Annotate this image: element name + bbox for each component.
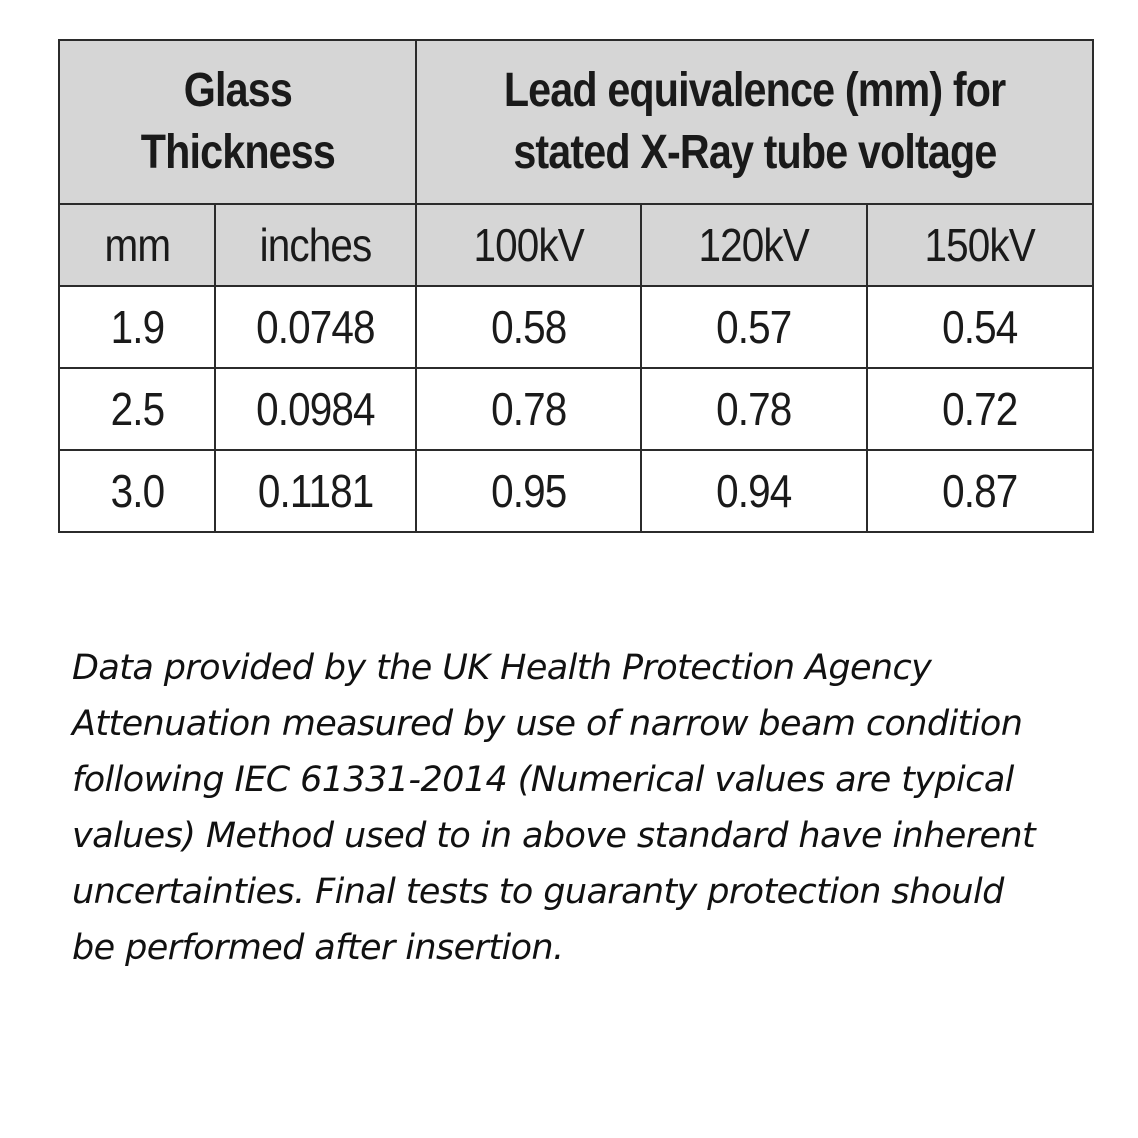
- table-cell-100kv: 0.78: [415, 367, 642, 451]
- source-note: Data provided by the UK Health Protectio…: [72, 640, 1082, 976]
- cell-value: 0.95: [490, 465, 567, 517]
- cell-value: 1.9: [110, 301, 165, 353]
- column-header-label: 150kV: [924, 219, 1036, 271]
- lead-equivalence-header-line1: Lead equivalence (mm) for: [503, 64, 1006, 117]
- column-header-label: 120kV: [698, 219, 810, 271]
- lead-equivalence-table: Glass Thickness Lead equivalence (mm) fo…: [58, 39, 1095, 533]
- lead-equivalence-header-line2: stated X-Ray tube voltage: [512, 126, 997, 179]
- column-header-row: mm inches 100kV 120kV 150kV: [58, 203, 1095, 287]
- note-line: be performed after insertion.: [72, 928, 564, 968]
- table-cell-inches: 0.0984: [214, 367, 417, 451]
- table-cell-120kv: 0.57: [640, 285, 868, 369]
- note-line: Data provided by the UK Health Protectio…: [72, 648, 932, 688]
- cell-value: 0.0984: [256, 383, 375, 435]
- table-cell-120kv: 0.78: [640, 367, 868, 451]
- table-cell-mm: 2.5: [58, 367, 216, 451]
- glass-thickness-header: Glass Thickness: [58, 39, 417, 205]
- column-header-100kv: 100kV: [415, 203, 642, 287]
- note-line: Attenuation measured by use of narrow be…: [72, 704, 1023, 744]
- cell-value: 0.72: [942, 383, 1018, 435]
- lead-equivalence-header: Lead equivalence (mm) for stated X-Ray t…: [414, 39, 1095, 205]
- table-cell-150kv: 0.72: [865, 367, 1095, 451]
- cell-value: 0.94: [716, 465, 792, 517]
- table-cell-inches: 0.1181: [214, 449, 417, 533]
- column-header-150kv: 150kV: [865, 203, 1095, 287]
- column-header-mm: mm: [58, 203, 216, 287]
- cell-value: 0.57: [716, 301, 792, 353]
- column-header-label: inches: [259, 219, 373, 271]
- cell-value: 0.78: [716, 383, 792, 435]
- group-header-row: Glass Thickness Lead equivalence (mm) fo…: [58, 39, 1095, 205]
- table-cell-inches: 0.0748: [214, 285, 417, 369]
- table-row: 2.5 0.0984 0.78 0.78 0.72: [58, 367, 1095, 451]
- cell-value: 0.54: [942, 301, 1018, 353]
- glass-thickness-header-line1: Glass: [183, 64, 292, 117]
- column-header-label: mm: [104, 219, 171, 271]
- table-cell-mm: 3.0: [58, 449, 216, 533]
- cell-value: 0.58: [490, 301, 567, 353]
- table-cell-100kv: 0.58: [415, 285, 642, 369]
- column-header-120kv: 120kV: [640, 203, 868, 287]
- note-line: uncertainties. Final tests to guaranty p…: [72, 872, 1004, 912]
- cell-value: 0.1181: [257, 465, 374, 517]
- cell-value: 0.78: [490, 383, 567, 435]
- cell-value: 0.0748: [256, 301, 375, 353]
- table-row: 3.0 0.1181 0.95 0.94 0.87: [58, 449, 1095, 533]
- column-header-inches: inches: [214, 203, 417, 287]
- cell-value: 2.5: [110, 383, 165, 435]
- note-line: values) Method used to in above standard…: [72, 816, 1036, 856]
- table-cell-mm: 1.9: [58, 285, 216, 369]
- note-line: following IEC 61331-2014 (Numerical valu…: [72, 760, 1014, 800]
- table-cell-100kv: 0.95: [415, 449, 642, 533]
- table-cell-120kv: 0.94: [640, 449, 868, 533]
- table-cell-150kv: 0.54: [865, 285, 1095, 369]
- table-cell-150kv: 0.87: [865, 449, 1095, 533]
- glass-thickness-header-line2: Thickness: [140, 126, 335, 179]
- cell-value: 3.0: [110, 465, 165, 517]
- table-row: 1.9 0.0748 0.58 0.57 0.54: [58, 285, 1095, 369]
- cell-value: 0.87: [942, 465, 1018, 517]
- column-header-label: 100kV: [473, 219, 584, 271]
